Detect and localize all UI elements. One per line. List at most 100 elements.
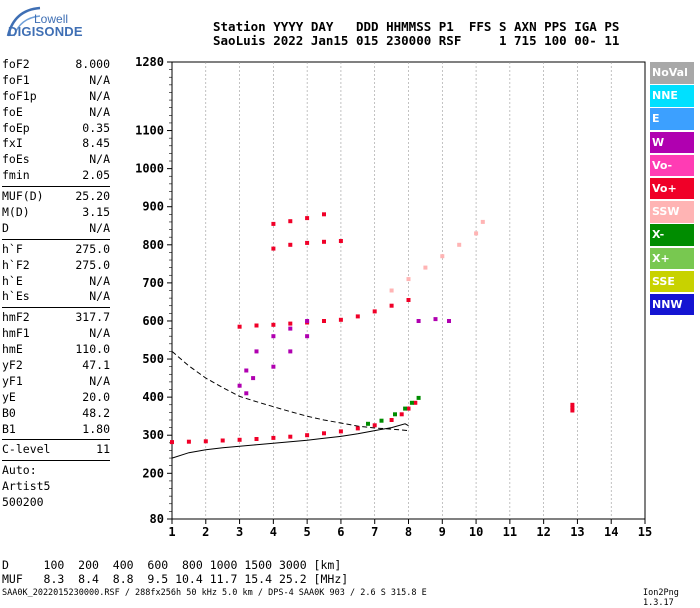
param-name: foF1p [2,88,37,103]
param-name: B1 [2,421,16,436]
divider [2,186,110,188]
echo-point [416,319,421,323]
legend-item: Vo+ [650,177,694,200]
x-tick-label: 7 [371,525,378,539]
muf-row: MUF 8.3 8.4 8.8 9.5 10.4 11.7 15.4 25.2 … [2,572,349,586]
param-row: MUF(D) 25.20 [2,189,110,205]
x-tick-label: 11 [503,525,517,539]
echo-point [389,418,394,422]
param-value: N/A [89,88,110,103]
auto-line: 500200 [2,495,44,510]
echo-point [254,437,259,441]
param-name: h`F2 [2,257,30,272]
echo-point [220,438,225,443]
echo-point [271,322,276,327]
param-row: hmF2 317.7 [2,310,110,326]
direction-legend: NoVal NNE E W Vo- Vo+ SSW X- X+ SSE NNW [650,62,694,317]
echo-point [271,246,276,251]
echo-point [372,423,377,428]
divider [2,460,110,462]
echo-point [366,421,370,426]
x-tick-label: 13 [570,525,584,539]
param-value: N/A [89,104,110,119]
legend-item: SSW [650,201,694,223]
param-name: h`E [2,273,23,288]
echo-point [372,309,377,314]
divider [2,307,110,309]
param-group-muf: MUF(D) 25.20 M(D) 3.15 D N/A [2,189,110,237]
y-tick-label: 800 [142,238,164,252]
param-row: B0 48.2 [2,406,110,422]
param-row: yE 20.0 [2,390,110,406]
param-name: yF1 [2,373,23,388]
param-value: 317.7 [75,310,110,325]
param-row: foEp 0.35 [2,121,110,137]
echo-point [237,437,242,442]
param-value: N/A [89,72,110,87]
echo-point [244,368,249,373]
x-tick-label: 10 [469,525,483,539]
echo-point [409,400,414,405]
param-row: h`F2 275.0 [2,258,110,274]
param-value: 275.0 [75,241,110,256]
param-name: yF2 [2,358,23,373]
param-row: foE N/A [2,105,110,121]
param-row: hmF1 N/A [2,326,110,342]
param-name: foEs [2,152,30,167]
param-name: C-level [2,442,51,457]
echo-point [474,231,479,236]
y-tick-label: 400 [142,390,164,404]
x-tick-label: 2 [202,525,209,539]
param-name: foEp [2,120,30,135]
x-tick-label: 14 [604,525,618,539]
digisonde-logo: Lowell DIGISONDE [4,4,83,40]
y-tick-label: 300 [142,428,164,442]
profile-dashed-curve [171,351,409,432]
legend-item: NNW [650,293,694,316]
param-value: 47.1 [82,358,110,373]
param-name: hmE [2,342,23,357]
echo-point [271,334,276,339]
x-tick-label: 1 [168,525,175,539]
legend-item: NoVal [650,62,694,84]
param-value: N/A [89,289,110,304]
header-line-2: SaoLuis 2022 Jan15 015 230000 RSF 1 715 … [213,33,620,48]
param-name: MUF(D) [2,189,44,204]
parameters-panel: foF2 8.000 foF1 N/A foF1p N/A foE N/A foEp 0.35 fx… [2,57,110,511]
echo-point [338,239,343,243]
echo-point [399,412,404,417]
param-group-f-layer: foF2 8.000 foF1 N/A foF1p N/A foE N/A foEp 0.35 fx… [2,57,110,184]
echo-point [288,326,293,331]
echo-point [305,240,310,245]
echo-point [251,376,256,381]
param-value: 8.45 [82,136,110,151]
echo-point [406,406,411,411]
legend-item: W [650,131,694,154]
param-name: foF2 [2,57,30,71]
legend-item: Vo- [650,154,694,177]
echo-point [322,319,326,323]
logo-arc-icon [6,6,41,37]
echo-point [480,219,485,224]
echo-point [570,408,575,413]
echo-point [338,317,343,322]
param-name: D [2,220,9,235]
legend-item: NNE [650,85,694,107]
profile-solid-curve [171,423,409,459]
param-name: B0 [2,405,16,420]
echo-point [389,288,394,293]
echo-point [406,298,411,302]
param-row: fmin 2.05 [2,168,110,184]
param-row: yF1 N/A [2,374,110,390]
param-value: N/A [89,326,110,341]
param-group-confidence: C-level 11 [2,442,110,458]
y-tick-label: 700 [142,276,164,290]
file-info: SAA0K_2022015230000.RSF / 288fx256h 50 k… [2,588,427,598]
param-row: fxI 8.45 [2,136,110,152]
x-tick-label: 9 [439,525,446,539]
param-row: h`E N/A [2,274,110,290]
echo-point [271,364,276,369]
echo-point [413,400,418,405]
echo-point [440,254,445,259]
